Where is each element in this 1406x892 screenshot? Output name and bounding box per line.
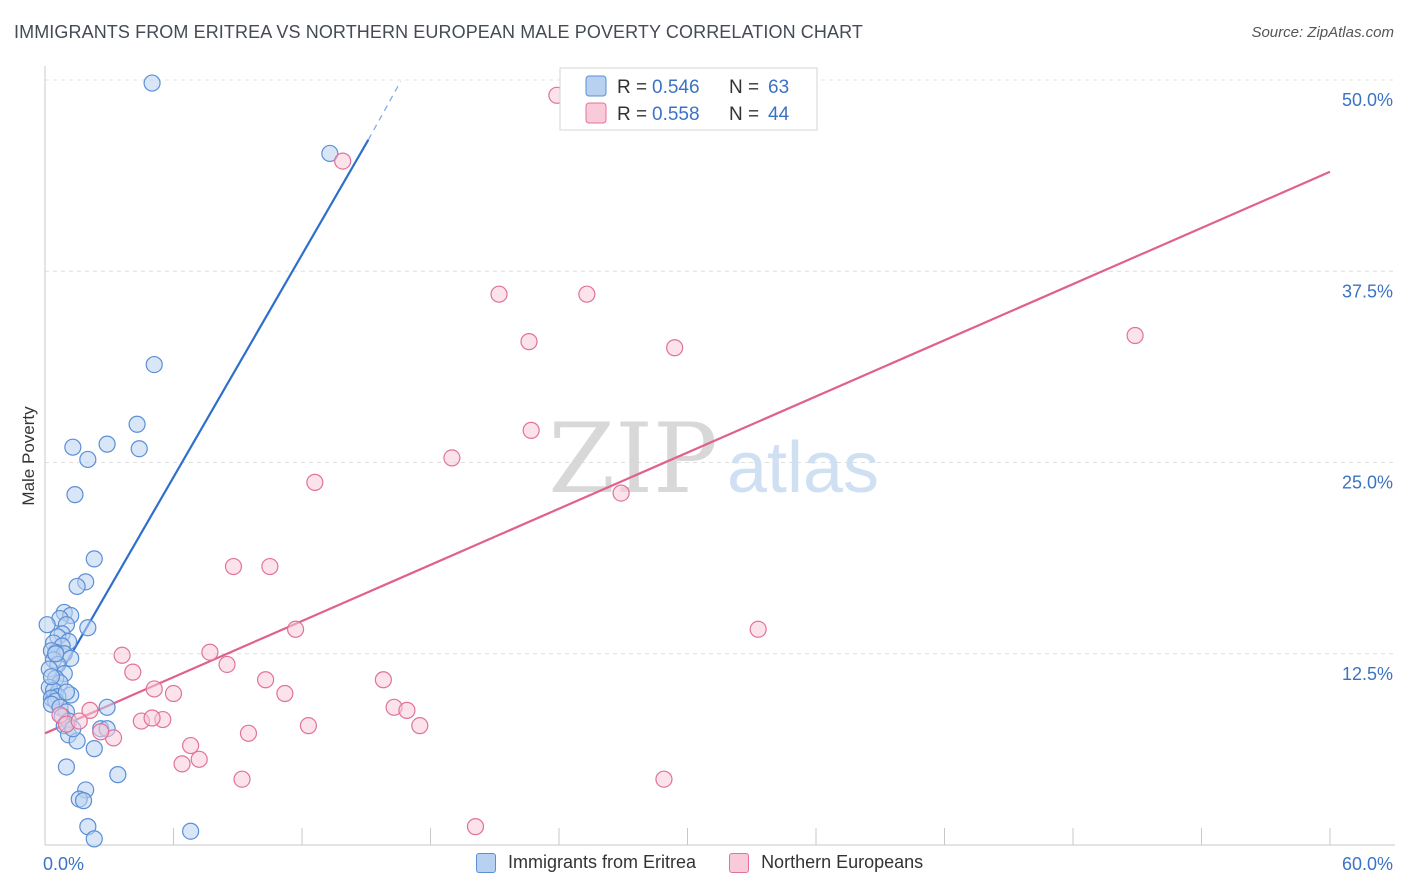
legend-item-eritrea[interactable]: Immigrants from Eritrea [476, 852, 696, 873]
legend-swatch-eritrea [585, 75, 607, 97]
northern-european-point-7 [522, 421, 540, 439]
eritrea-point-11 [68, 577, 86, 596]
trend-lines [44, 81, 1331, 735]
northern-european-point-2 [490, 285, 508, 303]
northern-european-point-20 [374, 671, 392, 689]
eritrea-point-50 [85, 740, 103, 758]
y-tick-label-1: 25.0% [1342, 473, 1393, 493]
y-tick-label-2: 37.5% [1342, 281, 1393, 301]
northern-european-point-19 [256, 671, 275, 689]
eritrea-point-4 [64, 438, 82, 456]
eritrea-point-6 [130, 440, 148, 458]
eritrea-point-17 [38, 616, 56, 634]
eritrea-point-60 [57, 683, 76, 701]
eritrea-point-59 [47, 645, 65, 663]
northern-european-point-17 [218, 655, 236, 674]
eritrea-point-41 [98, 698, 116, 716]
y-tick-label-0: 12.5% [1342, 664, 1393, 684]
axes [44, 66, 1395, 846]
legend-label-eritrea: Immigrants from Eritrea [508, 852, 697, 872]
northern-european-point-42 [70, 712, 88, 730]
northern-european-point-30 [411, 717, 429, 735]
eritrea-point-51 [57, 758, 76, 776]
y-tick-label-3: 50.0% [1342, 90, 1393, 110]
eritrea-trend-extension [367, 81, 402, 140]
eritrea-trend-line [44, 139, 370, 701]
eritrea-point-58 [182, 822, 200, 840]
eritrea-point-0 [143, 74, 161, 92]
chart-title: IMMIGRANTS FROM ERITREA VS NORTHERN EURO… [14, 22, 863, 42]
northern-european-point-12 [261, 557, 279, 576]
northern-european-point-37 [173, 755, 191, 773]
eritrea-point-52 [109, 766, 127, 784]
northern-european-point-23 [276, 684, 294, 703]
northern-european-point-4 [520, 333, 538, 351]
northern-european-point-16 [201, 643, 219, 661]
northern-european-point-22 [164, 684, 183, 703]
legend-r-value-1: 0.546 [652, 77, 700, 98]
x-tick-label-1: 60.0% [1342, 854, 1393, 874]
northern-european-point-10 [612, 484, 630, 502]
northern-european-point-26 [81, 701, 99, 719]
eritrea-point-9 [85, 550, 103, 568]
northern-european-point-31 [299, 717, 318, 735]
watermark: ZIP atlas [548, 403, 879, 515]
eritrea-point-1 [321, 144, 339, 163]
y-axis-label: Male Poverty [19, 406, 38, 506]
northern-european-point-13 [286, 620, 305, 638]
northern-european-trend-line [44, 170, 1331, 735]
northern-european-point-40 [466, 818, 485, 836]
eritrea-point-3 [128, 415, 146, 433]
legend-r-label-1: R = [617, 77, 647, 98]
x-tick-label-0: 0.0% [43, 854, 84, 874]
eritrea-point-7 [79, 450, 97, 469]
northern-european-point-15 [113, 646, 131, 664]
northern-european-point-8 [443, 449, 461, 467]
northern-european-point-38 [233, 770, 251, 788]
legend-item-northern-europeans[interactable]: Northern Europeans [729, 852, 923, 873]
eritrea-point-57 [85, 830, 103, 848]
legend-swatch-pink [729, 852, 750, 873]
northern-european-point-3 [578, 285, 596, 303]
northern-european-point-33 [239, 724, 258, 742]
northern-european-point-41 [92, 723, 110, 741]
northern-european-point-1 [334, 152, 352, 170]
eritrea-point-55 [74, 792, 93, 810]
legend-swatch-northern-europeans [585, 102, 607, 124]
northern-european-point-5 [666, 339, 684, 357]
northern-european-point-18 [124, 663, 142, 681]
northern-european-point-25 [398, 701, 416, 719]
eritrea-point-5 [98, 435, 116, 453]
legend-n-value-2: 44 [768, 104, 790, 125]
watermark-atlas: atlas [727, 428, 879, 508]
legend-label-northern-europeans: Northern Europeans [761, 852, 924, 872]
northern-european-point-14 [749, 620, 767, 638]
legend-n-label-2: N = [729, 104, 759, 125]
eritrea-point-61 [42, 668, 61, 686]
legend-r-label-2: R = [617, 104, 647, 125]
eritrea-point-8 [66, 486, 84, 504]
eritrea-point-16 [79, 619, 97, 637]
northern-european-point-11 [224, 557, 243, 576]
northern-european-point-39 [655, 770, 673, 788]
northern-european-point-35 [182, 736, 200, 755]
data-points [38, 74, 1144, 848]
eritrea-point-2 [145, 355, 163, 374]
watermark-zip: ZIP [548, 403, 717, 515]
northern-european-point-36 [190, 750, 208, 768]
axis-ticks: 12.5% 25.0% 37.5% 50.0% 0.0% 60.0% [43, 90, 1393, 874]
northern-european-point-43 [143, 709, 161, 727]
legend-swatch-blue [476, 852, 496, 873]
legend-n-label-1: N = [729, 77, 759, 98]
gridlines [45, 79, 1395, 655]
series-legend: Immigrants from Eritrea Northern Europea… [476, 852, 951, 878]
stats-legend: R = 0.546 N = 63 R = 0.558 N = 44 [559, 67, 818, 131]
legend-n-value-1: 63 [768, 77, 789, 98]
northern-european-point-6 [1126, 326, 1144, 345]
legend-r-value-2: 0.558 [652, 104, 700, 125]
northern-european-point-9 [306, 473, 324, 491]
source-label: Source: ZipAtlas.com [1251, 24, 1394, 41]
northern-european-point-21 [145, 680, 163, 698]
